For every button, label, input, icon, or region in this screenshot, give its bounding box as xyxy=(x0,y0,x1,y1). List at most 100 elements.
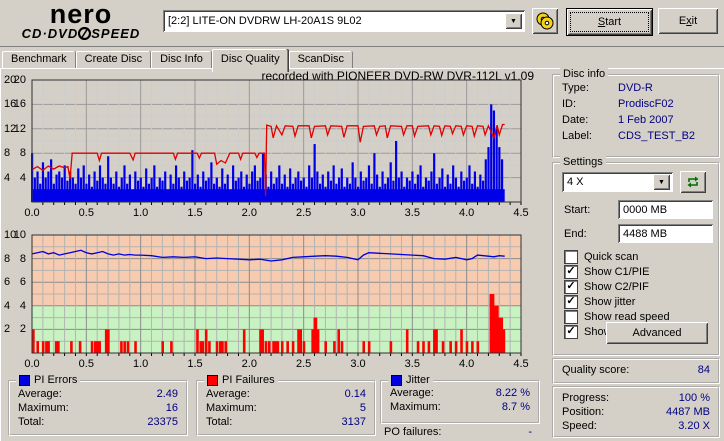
x-axis-tick-label: 3.0 xyxy=(350,358,366,370)
settings-title: Settings xyxy=(560,156,606,168)
y-axis-tick-label: 16 xyxy=(13,98,26,111)
x-axis-tick-label: 0.5 xyxy=(78,358,94,370)
pi-errors-maximum: 16 xyxy=(165,402,178,414)
show-c1-pie-checkbox[interactable]: ✓ xyxy=(564,265,578,279)
x-axis-tick-label: 1.5 xyxy=(187,207,203,219)
y-axis-tick-label: 12 xyxy=(4,122,17,135)
start-field[interactable]: 0000 MB xyxy=(618,200,713,219)
show-jitter-checkbox[interactable]: ✓ xyxy=(564,295,578,309)
pi-errors-total: 23375 xyxy=(147,416,178,428)
speed-value: 3.20 X xyxy=(678,420,710,432)
y-axis-tick-label: 8 xyxy=(4,252,11,265)
checkbox-quick-scan[interactable]: ✓Quick scan xyxy=(564,250,638,264)
end-field-label: End: xyxy=(564,228,587,240)
disc-type: DVD-R xyxy=(618,82,653,94)
start-button-focus xyxy=(570,12,649,32)
disc-quality-page: recorded with PIONEER DVD-RW DVR-112L v1… xyxy=(0,68,724,441)
po-failures-value: - xyxy=(528,426,532,438)
tab-scandisc[interactable]: ScanDisc xyxy=(288,51,354,70)
x-axis-tick-label: 0.0 xyxy=(24,358,40,370)
pi-failures-maximum: 5 xyxy=(359,402,366,414)
jitter-maximum: 8.7 % xyxy=(501,401,530,413)
discs-icon xyxy=(536,12,554,30)
logo-nero-text: nero xyxy=(49,0,113,29)
exit-button-label: Exit xyxy=(678,15,698,27)
show-write-speed-checkbox[interactable]: ✓ xyxy=(564,325,578,339)
header-bar: nero CD·DVD SPEED [2:2] LITE-ON DVDRW LH-… xyxy=(0,0,724,47)
y-axis-tick-label: 20 xyxy=(13,74,26,86)
eject-disc-button[interactable] xyxy=(532,8,558,34)
y-axis-tick-label: 12 xyxy=(13,122,26,135)
x-axis-tick-label: 0.0 xyxy=(24,207,40,219)
tab-benchmark[interactable]: Benchmark xyxy=(2,51,76,70)
y-axis-tick-label: 10 xyxy=(4,229,17,241)
disc-icon xyxy=(78,26,92,41)
po-failures-label: PO failures: xyxy=(384,426,442,438)
y-axis-tick-label: 4 xyxy=(19,299,26,312)
speed-select-arrow[interactable]: ▼ xyxy=(653,174,670,190)
quality-score-box: Quality score: 84 xyxy=(552,358,720,384)
quick-scan-checkbox[interactable]: ✓ xyxy=(564,250,578,264)
y-axis-tick-label: 6 xyxy=(4,276,11,289)
tab-disc-info[interactable]: Disc Info xyxy=(151,51,212,70)
pi-failures-average: 0.14 xyxy=(344,388,366,400)
quality-score-label: Quality score: xyxy=(562,364,630,376)
speed-select[interactable]: 4 X ▼ xyxy=(562,172,673,192)
y-axis-tick-label: 4 xyxy=(19,171,26,184)
logo-cdspeed-text: CD·DVD SPEED xyxy=(21,26,141,41)
checkbox-show-read-speed[interactable]: ✓Show read speed xyxy=(564,310,670,324)
x-axis-tick-label: 3.5 xyxy=(404,207,420,219)
drive-select[interactable]: [2:2] LITE-ON DVDRW LH-20A1S 9L02 ▼ xyxy=(163,10,525,32)
jitter-stats-title: Jitter xyxy=(406,374,430,386)
drive-select-value: [2:2] LITE-ON DVDRW LH-20A1S 9L02 xyxy=(168,15,362,27)
y-axis-tick-label: 8 xyxy=(19,252,26,265)
show-c2-pif-checkbox[interactable]: ✓ xyxy=(564,280,578,294)
start-button-label: Start xyxy=(597,16,622,28)
x-axis-tick-label: 3.0 xyxy=(350,207,366,219)
advanced-button-label: Advanced xyxy=(632,327,682,339)
x-axis-tick-label: 4.5 xyxy=(513,358,529,370)
disc-id: ProdiscF02 xyxy=(618,98,674,110)
y-axis-tick-label: 2 xyxy=(4,323,11,336)
pi-errors-average: 2.49 xyxy=(156,388,178,400)
y-axis-tick-label: 4 xyxy=(4,171,11,184)
y-axis-tick-label: 4 xyxy=(4,299,11,312)
pi-errors-stats: PI Errors Average: 2.49 Maximum: 16 Total:… xyxy=(8,374,188,436)
tab-bar: Benchmark Create Disc Disc Info Disc Qua… xyxy=(2,49,354,72)
exit-button[interactable]: Exit xyxy=(658,8,718,34)
drive-select-arrow[interactable]: ▼ xyxy=(505,13,522,29)
checkbox-show-jitter[interactable]: ✓ Show jitter xyxy=(564,295,635,309)
x-axis-tick-label: 2.5 xyxy=(296,207,312,219)
tab-disc-quality[interactable]: Disc Quality xyxy=(211,49,289,72)
pi-failures-total: 3137 xyxy=(341,416,366,428)
pi-errors-chart: 4 4 8 8 12 12 16 16 20 20 0.0 0.5 1.0 1.5 2.0 2.5 3.0 3.5… xyxy=(4,74,548,222)
jitter-chart: 2 2 4 4 6 6 8 8 10 10 0.0 0.5 1.0 1.5 2.0 2.5 3.0 3.5 4.0 4… xyxy=(4,229,548,373)
checkbox-show-c1-pie[interactable]: ✓ Show C1/PIE xyxy=(564,265,649,279)
start-button[interactable]: Start xyxy=(566,8,653,36)
disc-info-title: Disc info xyxy=(560,68,609,80)
x-axis-tick-label: 2.0 xyxy=(241,207,257,219)
y-axis-tick-label: 6 xyxy=(19,276,26,289)
end-field[interactable]: 4488 MB xyxy=(618,224,713,243)
y-axis-tick-label: 20 xyxy=(4,74,17,86)
nero-logo: nero CD·DVD SPEED xyxy=(6,0,156,42)
y-axis-tick-label: 16 xyxy=(4,98,17,111)
x-axis-tick-label: 2.5 xyxy=(296,358,312,370)
y-axis-tick-label: 8 xyxy=(4,147,11,160)
checkbox-show-c2-pif[interactable]: ✓ Show C2/PIF xyxy=(564,280,649,294)
x-axis-tick-label: 4.5 xyxy=(513,207,529,219)
jitter-stats: Jitter Average: 8.22 % Maximum: 8.7 % xyxy=(380,374,540,424)
advanced-button[interactable]: Advanced xyxy=(606,322,708,344)
quality-score-value: 84 xyxy=(697,364,710,376)
tab-create-disc[interactable]: Create Disc xyxy=(75,51,152,70)
jitter-average: 8.22 % xyxy=(495,387,530,399)
pi-errors-stats-title: PI Errors xyxy=(34,374,78,386)
x-axis-tick-label: 1.5 xyxy=(187,358,203,370)
pi-errors-legend-swatch xyxy=(19,374,30,386)
show-read-speed-checkbox[interactable]: ✓ xyxy=(564,310,578,324)
y-axis-tick-label: 10 xyxy=(13,229,26,241)
refresh-button[interactable] xyxy=(680,171,706,193)
x-axis-tick-label: 1.0 xyxy=(133,358,149,370)
progress-value: 100 % xyxy=(678,392,710,404)
disc-date: 1 Feb 2007 xyxy=(618,114,674,126)
